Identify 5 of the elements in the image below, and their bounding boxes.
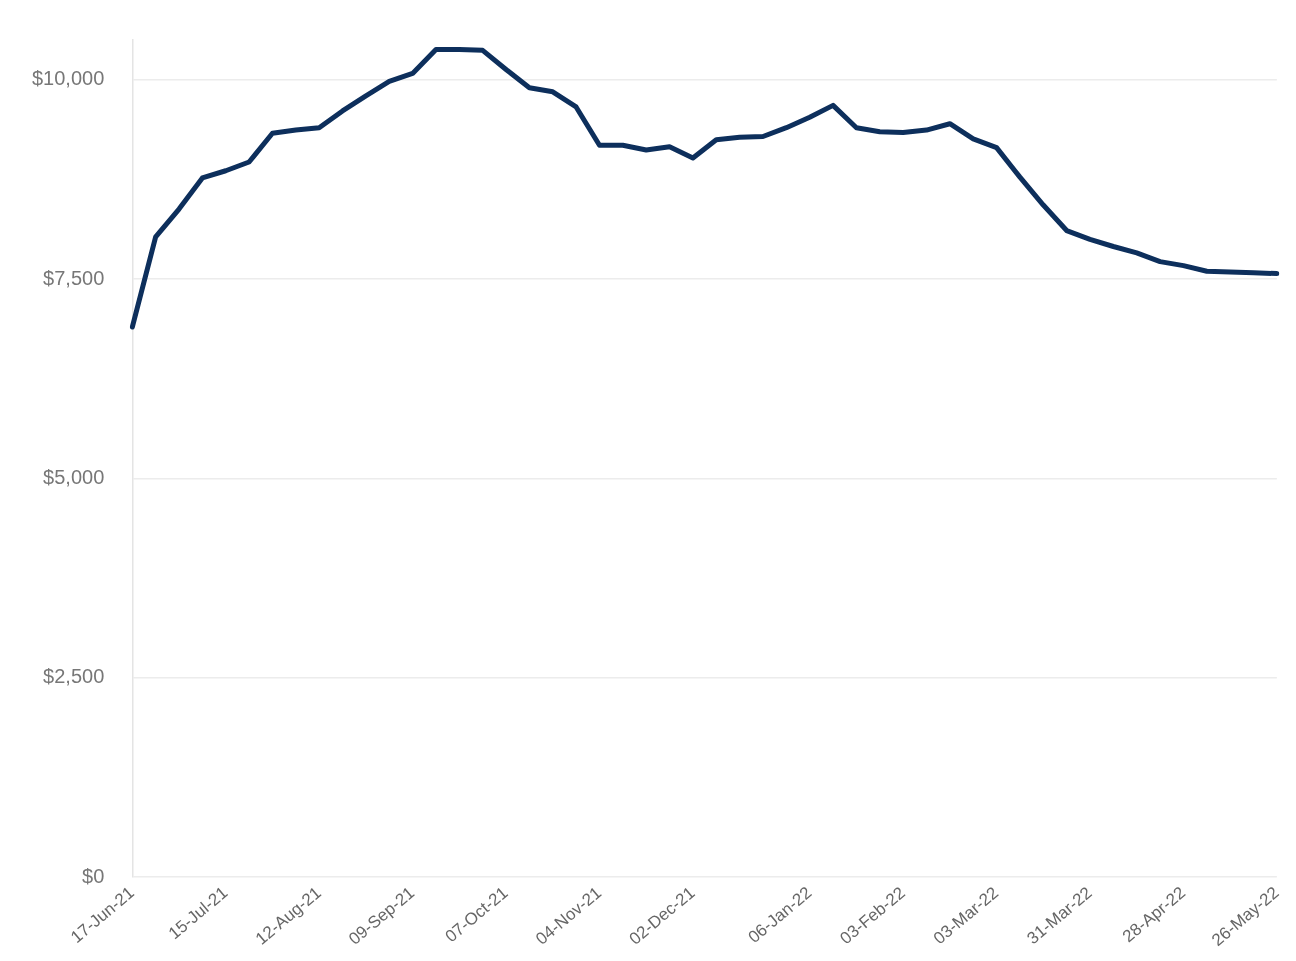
y-tick-label: $2,500 — [43, 665, 105, 688]
y-tick-label: $7,500 — [43, 266, 105, 289]
y-tick-label: $5,000 — [43, 466, 105, 489]
y-tick-label: $10,000 — [32, 67, 105, 90]
y-tick-label: $0 — [82, 864, 105, 887]
